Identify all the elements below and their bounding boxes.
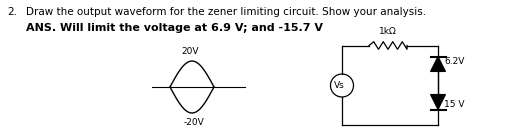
- Text: Draw the output waveform for the zener limiting circuit. Show your analysis.: Draw the output waveform for the zener l…: [26, 7, 426, 17]
- Text: -20V: -20V: [184, 118, 205, 127]
- Text: 20V: 20V: [181, 47, 199, 56]
- Polygon shape: [431, 57, 445, 72]
- Text: 1kΩ: 1kΩ: [379, 28, 397, 36]
- Text: 6.2V: 6.2V: [444, 57, 465, 66]
- Text: ANS. Will limit the voltage at 6.9 V; and -15.7 V: ANS. Will limit the voltage at 6.9 V; an…: [26, 23, 323, 33]
- Text: 15 V: 15 V: [444, 100, 465, 109]
- Text: Vs: Vs: [334, 81, 345, 90]
- Text: 2.: 2.: [7, 7, 17, 17]
- Polygon shape: [431, 95, 445, 109]
